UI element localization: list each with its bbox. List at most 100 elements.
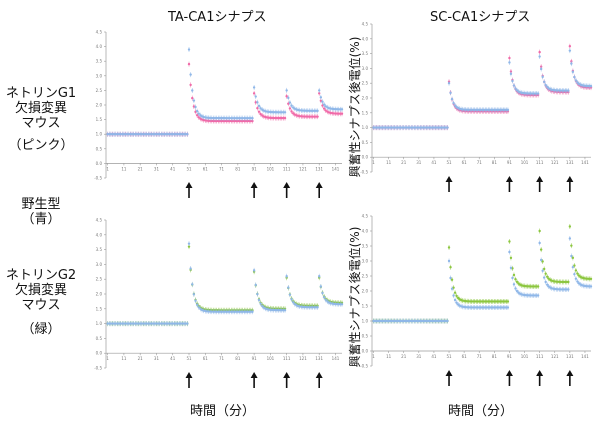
data-point [187,242,191,245]
x-tick-label: 41 [431,160,437,165]
data-point [257,104,261,108]
data-point [570,244,573,247]
x-tick-label: 31 [154,166,160,171]
data-point [251,116,254,120]
y-tick-label: 4.5 [362,214,369,219]
x-tick-label: 101 [521,354,529,359]
data-point [589,84,593,88]
chart-bottom-left: -0.50.00.51.01.52.02.53.03.54.04.51 11 21 3… [94,218,344,388]
data-point [446,319,449,323]
data-point [288,101,292,104]
data-point [321,100,324,103]
data-point [567,280,570,284]
x-tick-label: 121 [299,166,307,171]
data-point [509,72,513,76]
row-label-wt-line1: 野生型 [21,197,61,212]
row-label-g1-color: （ピンク） [8,138,74,153]
data-point [195,113,199,117]
x-tick-label: 51 [186,356,192,361]
stimulus-arrow [536,370,544,386]
data-point [340,112,344,115]
x-tick-label: 51 [186,166,192,171]
y-tick-label: 0.0 [362,349,369,354]
y-tick-label: 3.0 [96,73,103,78]
data-point [450,287,454,290]
data-point [322,295,326,299]
data-point [291,301,295,304]
data-point [259,302,262,305]
stimulus-arrow [185,372,193,388]
series-blue [106,47,344,137]
data-point [316,115,319,118]
x-tick-label: 41 [170,166,176,171]
data-point [508,250,511,254]
row-label-wt-color: （青） [21,212,61,227]
y-tick-label: 0.0 [96,161,103,166]
y-tick-label: 4.0 [362,36,369,41]
data-point [252,269,256,272]
data-point [256,101,259,104]
data-point [452,101,455,105]
series-green [372,224,593,324]
y-tick-label: 2.0 [96,103,103,108]
data-point [571,256,575,260]
data-point [252,92,256,95]
stimulus-arrow [566,176,574,192]
x-tick-label: 21 [401,354,407,359]
y-tick-label: 2.5 [96,277,103,282]
data-point [514,287,517,290]
y-tick-label: 4.0 [362,229,369,234]
data-point [197,306,200,309]
data-point [539,248,543,251]
data-point [340,303,344,306]
data-point [541,269,544,272]
x-tick-label: 131 [566,354,574,359]
y-tick-label: 4.5 [96,30,103,35]
data-point [324,298,327,301]
data-point [446,126,449,129]
stimulus-arrow [315,182,323,198]
row-label-netring2: ネトリンG2 欠損変異 マウス （緑） [2,268,80,337]
x-tick-label: 61 [203,356,209,361]
data-point [285,275,288,278]
y-tick-label: 0.5 [96,336,103,341]
data-point [512,273,516,277]
x-tick-label: 11 [121,356,127,361]
stimulus-arrow [185,182,193,198]
series-blue [372,236,593,324]
x-tick-label: 1 [106,356,109,361]
x-tick-label: 31 [154,356,160,361]
x-tick-label: 101 [267,356,275,361]
data-point [195,303,199,306]
x-tick-label: 61 [462,354,468,359]
data-point [316,109,319,113]
x-tick-label: 11 [386,160,392,165]
y-tick-label: 1.0 [96,132,103,137]
x-tick-label: 81 [492,160,498,165]
row-label-g2-line3: マウス [21,298,61,313]
x-axis-label-left: 時間（分） [190,404,256,419]
data-point [194,299,197,302]
y-tick-label: 3.5 [362,51,369,56]
x-tick-label: 131 [566,160,574,165]
x-tick-label: 111 [536,354,544,359]
data-point [450,97,454,101]
data-point [197,112,200,115]
data-point [568,237,572,240]
data-point [288,107,292,110]
data-point [187,245,191,248]
data-point [512,283,516,286]
data-point [570,62,573,65]
y-tick-label: 1.5 [362,110,369,115]
y-tick-label: -0.5 [94,176,102,181]
row-label-g1-line3: マウス [21,116,61,131]
data-point [544,83,547,87]
y-tick-label: 0.0 [96,351,103,356]
x-tick-label: 121 [551,354,559,359]
data-point [542,276,546,279]
x-tick-label: 141 [332,356,340,361]
y-tick-label: 1.0 [362,125,369,130]
data-point [453,298,457,302]
x-tick-label: 111 [283,166,291,171]
y-tick-label: 2.0 [362,289,369,294]
